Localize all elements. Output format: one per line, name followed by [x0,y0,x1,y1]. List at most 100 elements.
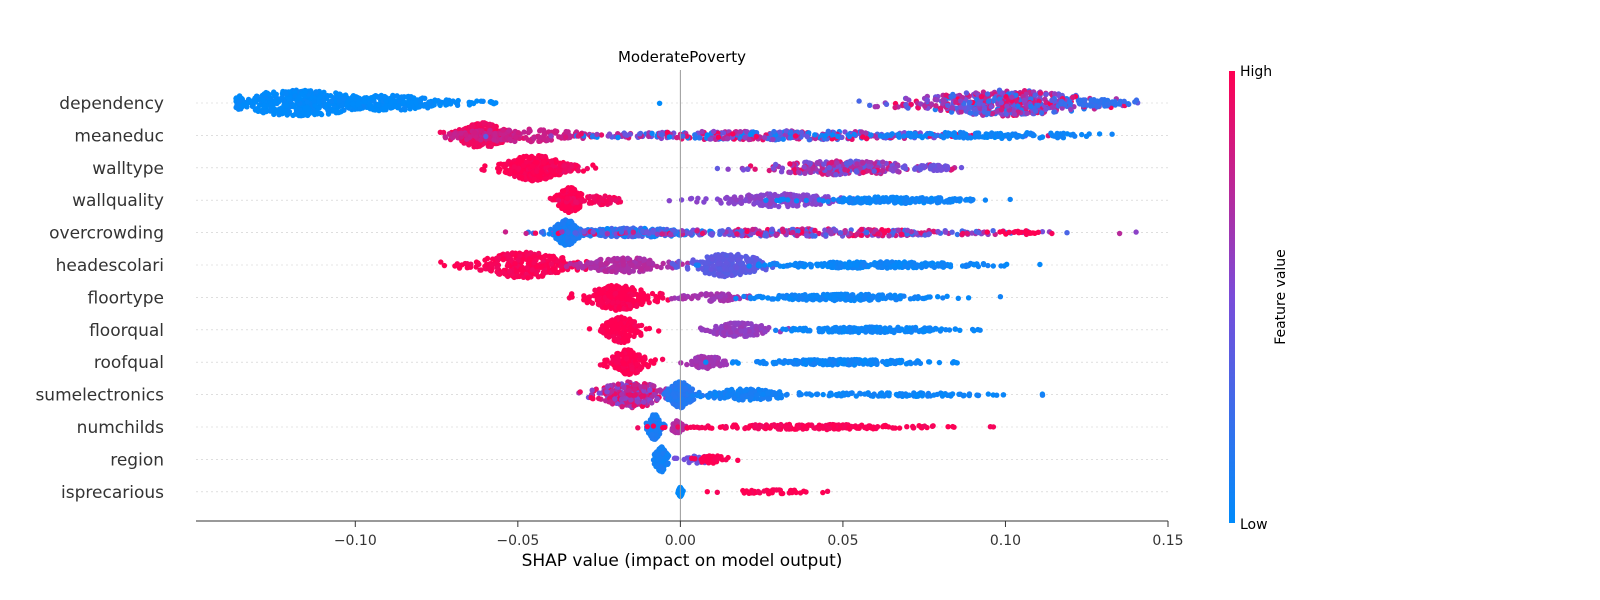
shap-point [915,105,921,111]
shap-point [1116,230,1123,237]
shap-point [694,228,700,234]
shap-point [483,133,489,140]
shap-point [511,164,518,170]
shap-point [913,132,919,139]
shap-point [500,162,507,169]
shap-point [587,199,593,205]
shap-point [986,98,992,104]
shap-point [282,108,288,114]
shap-point [964,230,970,237]
shap-point [1064,230,1070,236]
shap-point [625,265,632,272]
shap-point [644,229,650,235]
shap-point [1132,99,1138,105]
shap-point [875,231,881,237]
shap-point [458,130,464,136]
shap-point [644,265,651,272]
shap-point [512,261,518,267]
shap-point [415,104,421,110]
shap-point [982,134,988,140]
shap-point [548,133,554,139]
shap-point [800,192,807,198]
shap-point [298,90,305,97]
shap-point [489,100,495,106]
shap-point [620,258,626,264]
shap-point [843,197,850,203]
feature-label-walltype: walltype [92,159,164,179]
shap-point [1038,110,1045,116]
shap-point [868,132,874,138]
shap-point [564,195,570,202]
shap-point [734,231,740,237]
shap-point [948,93,954,100]
shap-point [853,169,860,175]
shap-point [584,165,590,172]
shap-point [468,100,475,106]
feature-label-floorqual: floorqual [89,321,164,341]
shap-point [851,131,857,138]
shap-point [488,143,494,149]
shap-point [854,231,860,238]
shap-point [318,111,325,118]
shap-point [570,187,576,193]
shap-point [566,204,572,210]
shap-point [283,90,289,97]
shap-point [935,228,941,235]
shap-point [860,160,866,166]
shap-point [709,231,715,237]
shap-point [1048,130,1054,136]
shap-point [271,89,277,95]
shap-point [752,166,758,172]
shap-point [731,194,737,201]
shap-point [563,128,569,135]
shap-point [561,163,567,169]
shap-point [976,101,982,107]
shap-point [835,133,841,139]
shap-point [823,232,829,238]
shap-point [234,103,240,109]
shap-point [296,94,302,101]
shap-point [284,103,290,109]
shap-point [266,91,273,98]
shap-point [888,166,894,173]
shap-point [592,165,599,171]
shap-point [272,98,278,105]
shap-point [803,197,809,204]
shap-point [1116,101,1123,107]
shap-point [539,263,545,269]
shap-point [333,90,339,96]
shap-point [531,176,538,182]
shap-point [699,128,705,135]
shap-point [302,105,308,111]
feature-label-meaneduc: meaneduc [74,126,164,146]
shap-point [956,134,963,140]
shap-point [747,196,754,202]
shap-point [988,104,994,110]
shap-point [953,99,959,105]
shap-point [339,103,345,109]
shap-point [748,131,754,137]
shap-point [892,104,898,111]
shap-point [541,159,547,166]
shap-point [476,261,482,267]
shap-point [471,129,478,136]
shap-point [780,136,786,142]
feature-label-dependency: dependency [59,94,164,114]
points-headescolari [438,249,1043,281]
shap-point [958,164,965,171]
shap-point [999,90,1006,96]
shap-point [982,197,989,203]
shap-point [664,129,671,135]
shap-point [804,233,810,239]
shap-point [809,165,816,172]
shap-point [557,167,563,174]
shap-point [550,266,556,273]
shap-point [565,229,571,236]
shap-point [405,99,411,105]
shap-point [989,111,996,117]
shap-point [1009,94,1015,100]
shap-point [568,164,574,170]
shap-point [560,220,566,226]
shap-point [1049,97,1055,104]
shap-point [487,127,493,134]
